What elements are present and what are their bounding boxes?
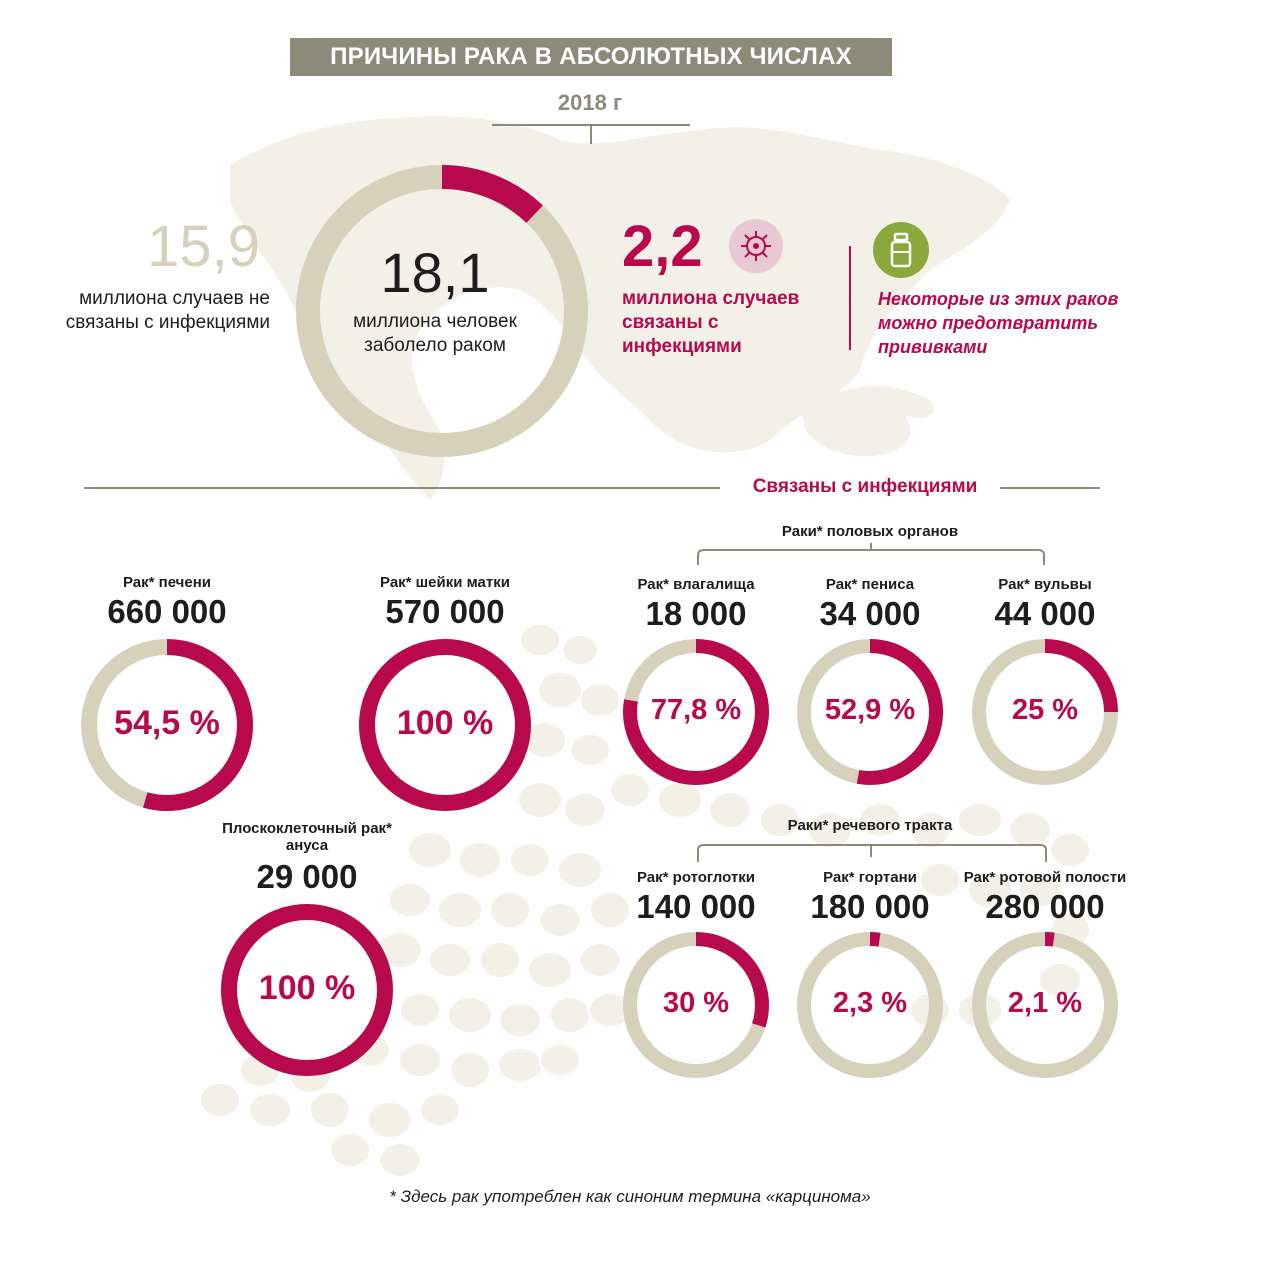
infection-caption: миллиона случаев связаны с инфекциями (622, 288, 800, 357)
cancer-cases-value: 18 000 (645, 595, 747, 632)
infection-share-donut: 2,1 % (965, 925, 1125, 1085)
year-label: 2018 г (557, 90, 623, 115)
cancer-type-label: Рак* пениса (825, 576, 915, 593)
cancer-cases-value: 280 000 (985, 888, 1105, 925)
year-divider-tick (590, 124, 592, 144)
donut-percent-label: 54,5 % (114, 703, 220, 742)
genital-group-label: Раки* половых органов (781, 523, 959, 540)
cancer-type-label: Рак* гортани (823, 869, 917, 886)
donut-svg (81, 639, 253, 811)
infection-share-donut: 100 % (213, 896, 401, 1084)
infection-share-donut: 77,8 % (616, 632, 776, 792)
virus-icon (729, 219, 783, 273)
section-divider-left (84, 487, 720, 489)
donut-infection-segment (869, 932, 881, 947)
vaccine-note: Некоторые из этих раков можно предотврат… (878, 289, 1119, 357)
infection-share-donut: 25 % (965, 632, 1125, 792)
donut-percent-label: 2,1 % (1007, 987, 1083, 1020)
cell-texture (199, 623, 1091, 1178)
donut-infection-segment (143, 639, 253, 811)
cancer-type-label: Рак* шейки матки (380, 574, 510, 591)
non-infection-value: 15,9 (147, 214, 260, 279)
donut-svg (221, 904, 393, 1076)
world-map-silhouette (230, 116, 1010, 501)
donut-infection-segment (221, 904, 393, 1076)
infection-share-donut: 2,3 % (790, 925, 950, 1085)
donut-percent-label: 77,8 % (650, 694, 742, 727)
cancer-type-label: Рак* печени (122, 574, 212, 591)
cancer-cases-value: 140 000 (636, 888, 756, 925)
infection-share-donut: 30 % (616, 925, 776, 1085)
total-cases-donut (296, 165, 588, 457)
donut-svg (623, 932, 769, 1078)
speech-group-label: Раки* речевого тракта (787, 817, 953, 834)
infection-share-donut: 54,5 % (73, 631, 261, 819)
section-title-infections: Связаны с инфекциями (735, 476, 995, 498)
donut-svg (797, 639, 943, 785)
donut-percent-label: 25 % (1011, 694, 1079, 727)
infection-share-donut: 52,9 % (790, 632, 950, 792)
vaccine-vial-icon (873, 222, 929, 278)
cancer-cases-value: 660 000 (107, 593, 227, 630)
cancer-cases-value: 570 000 (385, 593, 505, 630)
donut-infection-segment (1044, 932, 1055, 947)
cancer-type-label: Рак* ротовой полости (963, 869, 1127, 886)
donut-percent-label: 100 % (258, 968, 356, 1007)
donut-percent-label: 2,3 % (832, 987, 908, 1020)
section-divider-right (1000, 487, 1100, 489)
infection-share-donut: 100 % (351, 631, 539, 819)
donut-percent-label: 52,9 % (824, 694, 916, 727)
donut-svg (797, 932, 943, 1078)
donut-infection-segment (359, 639, 531, 811)
donut-percent-label: 100 % (396, 703, 494, 742)
vertical-divider (849, 246, 851, 350)
donut-svg (359, 639, 531, 811)
donut-svg (623, 639, 769, 785)
cancer-type-label: Плоскоклеточный рак* ануса (222, 820, 392, 854)
total-caption: миллиона человек заболело раком (353, 311, 517, 356)
page-title: ПРИЧИНЫ РАКА В АБСОЛЮТНЫХ ЧИСЛАХ (290, 38, 892, 76)
cancer-type-label: Рак* вульвы (998, 576, 1092, 593)
cancer-type-label: Рак* влагалища (637, 576, 755, 593)
cancer-cases-value: 44 000 (994, 595, 1096, 632)
donut-infection-segment (695, 932, 769, 1028)
donut-svg (972, 639, 1118, 785)
donut-percent-label: 30 % (662, 987, 730, 1020)
footnote: * Здесь рак употреблен как синоним терми… (389, 1187, 871, 1206)
non-infection-caption: миллиона случаев не связаны с инфекциями (65, 288, 270, 333)
total-value: 18,1 (380, 241, 490, 304)
cancer-cases-value: 34 000 (819, 595, 921, 632)
total-donut-infection-segment (441, 165, 543, 224)
donut-infection-segment (623, 639, 769, 785)
donut-infection-segment (1044, 639, 1118, 713)
donut-infection-segment (856, 639, 943, 785)
cancer-cases-value: 29 000 (256, 858, 358, 895)
infection-value: 2,2 (622, 214, 703, 279)
cancer-cases-value: 180 000 (810, 888, 930, 925)
donut-svg (972, 932, 1118, 1078)
cancer-type-label: Рак* ротоглотки (637, 869, 755, 886)
